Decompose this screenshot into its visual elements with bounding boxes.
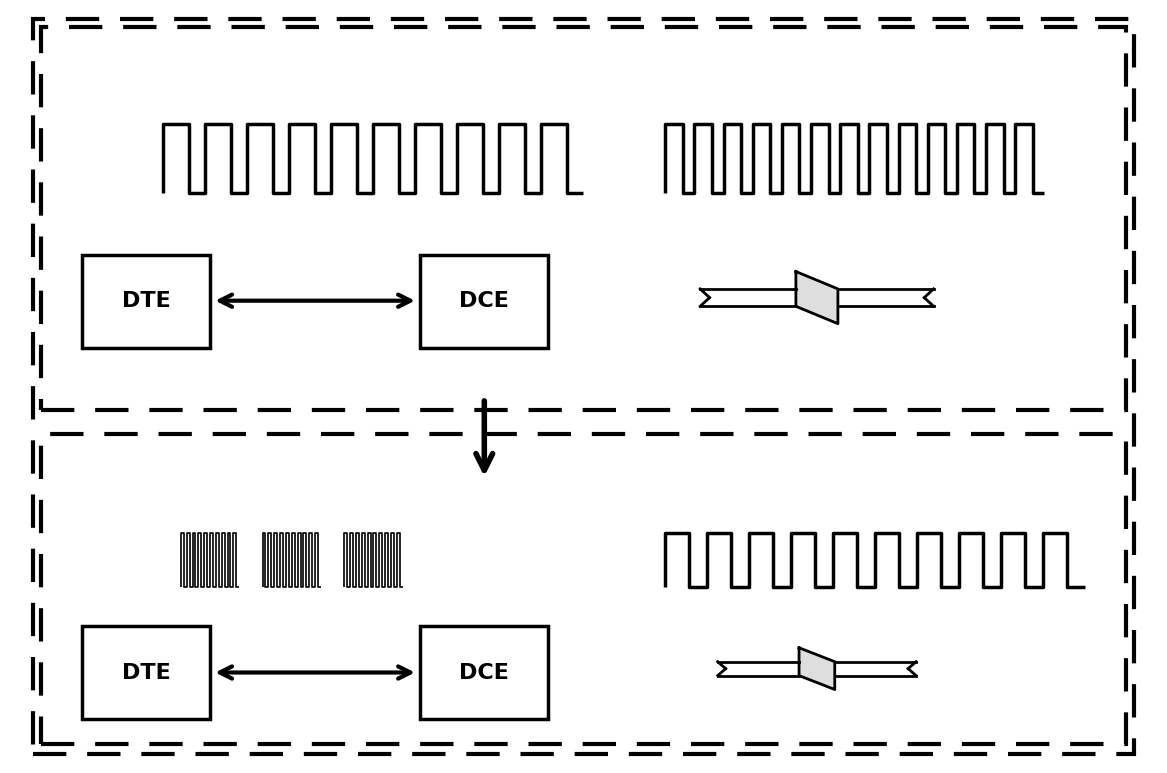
Polygon shape [796,271,838,324]
Bar [82,255,210,348]
Bar [420,626,548,719]
Text: DCE: DCE [460,291,509,312]
Text: DCE: DCE [460,662,509,683]
Bar [82,626,210,719]
Text: DTE: DTE [121,291,170,312]
Text: DTE: DTE [121,662,170,683]
Polygon shape [799,648,834,690]
Bar [420,255,548,348]
